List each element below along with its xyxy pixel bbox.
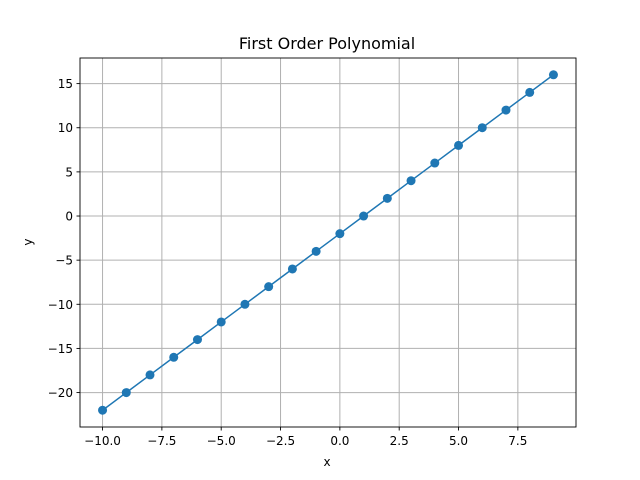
x-tick-label: −5.0 (207, 434, 236, 448)
x-tick-label: 2.5 (390, 434, 409, 448)
data-point (240, 299, 250, 309)
x-tick-label: 5.0 (449, 434, 468, 448)
data-point (501, 105, 511, 115)
y-tick-label: 15 (58, 77, 73, 91)
data-point (192, 335, 202, 345)
data-point (311, 246, 321, 256)
data-point (477, 123, 487, 133)
data-point (98, 405, 108, 415)
data-point (548, 70, 558, 80)
x-tick-label: −10.0 (84, 434, 121, 448)
x-tick-label: −7.5 (147, 434, 176, 448)
y-tick-label: −5 (55, 254, 73, 268)
y-tick-label: 10 (58, 121, 73, 135)
data-point (121, 388, 131, 398)
x-axis-label: x (323, 455, 330, 469)
y-tick-label: 0 (65, 210, 73, 224)
y-tick-label: −15 (48, 342, 73, 356)
data-point (359, 211, 369, 221)
data-point (145, 370, 155, 380)
ticks: −10.0 −7.5 −5.0 −2.5 0.0 2.5 5.0 7.5 −20 −15 −10 −5… (48, 77, 528, 448)
data-point (264, 282, 274, 292)
y-tick-label: −10 (48, 298, 73, 312)
y-tick-label: −20 (48, 386, 73, 400)
data-point (216, 317, 226, 327)
data-point (406, 176, 416, 186)
series-line (102, 74, 554, 411)
chart-title: First Order Polynomial (239, 34, 415, 53)
y-axis-label: y (21, 238, 35, 245)
x-tick-label: 0.0 (330, 434, 349, 448)
grid (80, 58, 576, 427)
data-point (525, 87, 535, 97)
y-tick-label: 5 (65, 165, 73, 179)
data-point (169, 352, 179, 362)
data-point (454, 140, 464, 150)
data-point (430, 158, 440, 168)
x-tick-label: 7.5 (508, 434, 527, 448)
plot-frame (79, 57, 577, 428)
data-point (287, 264, 297, 274)
series-layer (98, 70, 558, 415)
data-point (335, 229, 345, 239)
x-tick-label: −2.5 (266, 434, 295, 448)
data-point (382, 193, 392, 203)
